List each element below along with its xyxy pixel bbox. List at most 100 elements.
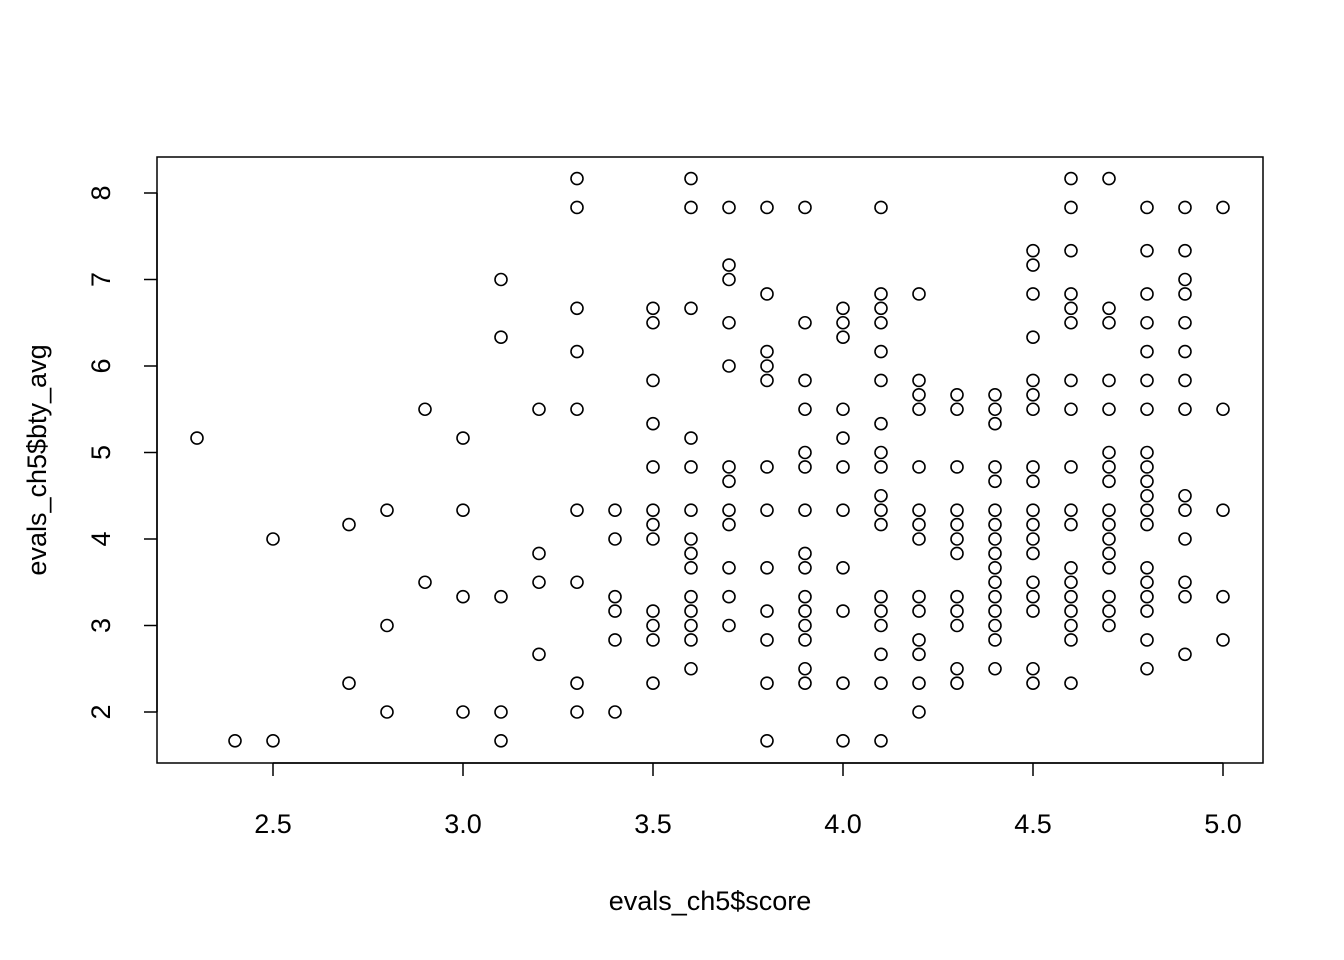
- x-tick-label: 3.5: [634, 809, 672, 839]
- data-point: [646, 416, 660, 431]
- data-point: [912, 287, 926, 301]
- data-point: [1064, 604, 1078, 618]
- data-point: [1026, 575, 1040, 590]
- data-point: [798, 676, 812, 690]
- data-point: [912, 604, 926, 618]
- data-point: [798, 200, 812, 215]
- data-point: [1026, 243, 1040, 258]
- data-point: [874, 734, 888, 748]
- data-point: [722, 315, 736, 330]
- data-point: [1140, 445, 1154, 460]
- data-point: [988, 589, 1002, 604]
- data-point: [988, 503, 1002, 517]
- data-point: [722, 561, 736, 575]
- data-point: [836, 431, 850, 445]
- data-point: [684, 532, 698, 546]
- data-point: [1026, 460, 1040, 474]
- data-points: [190, 171, 1230, 748]
- data-point: [950, 460, 964, 474]
- data-point: [874, 503, 888, 517]
- data-point: [1064, 503, 1078, 517]
- data-point: [608, 604, 622, 618]
- data-point: [912, 388, 926, 402]
- data-point: [684, 604, 698, 618]
- x-tick-label: 3.0: [444, 809, 482, 839]
- data-point: [1064, 589, 1078, 604]
- data-point: [950, 402, 964, 417]
- data-point: [646, 373, 660, 388]
- data-point: [1140, 661, 1154, 676]
- data-point: [1216, 503, 1230, 517]
- data-point: [266, 734, 280, 748]
- data-point: [874, 517, 888, 532]
- data-point: [874, 301, 888, 316]
- data-point: [1026, 604, 1040, 618]
- data-point: [1064, 618, 1078, 633]
- data-point: [836, 676, 850, 690]
- data-point: [1140, 633, 1154, 647]
- data-point: [1026, 589, 1040, 604]
- data-point: [760, 359, 774, 373]
- data-point: [1178, 243, 1192, 258]
- data-point: [988, 517, 1002, 532]
- data-point: [646, 517, 660, 532]
- y-tick-label: 5: [86, 445, 116, 460]
- data-point: [912, 373, 926, 388]
- data-point: [1026, 474, 1040, 489]
- y-tick-label: 2: [86, 704, 116, 719]
- data-point: [874, 373, 888, 388]
- data-point: [798, 589, 812, 604]
- data-point: [988, 575, 1002, 590]
- data-point: [798, 633, 812, 647]
- data-point: [1064, 171, 1078, 186]
- data-point: [1102, 171, 1116, 186]
- data-point: [912, 402, 926, 417]
- data-point: [1216, 589, 1230, 604]
- y-tick-label: 4: [86, 531, 116, 546]
- data-point: [1140, 344, 1154, 359]
- data-point: [380, 503, 394, 517]
- data-point: [608, 589, 622, 604]
- data-point: [1216, 200, 1230, 215]
- data-point: [646, 460, 660, 474]
- data-point: [836, 604, 850, 618]
- data-point: [798, 546, 812, 561]
- data-point: [988, 618, 1002, 633]
- data-point: [836, 402, 850, 417]
- data-point: [798, 445, 812, 460]
- data-point: [1178, 575, 1192, 590]
- data-point: [1064, 402, 1078, 417]
- data-point: [912, 633, 926, 647]
- data-point: [798, 402, 812, 417]
- data-point: [874, 416, 888, 431]
- data-point: [1178, 272, 1192, 287]
- x-tick-label: 5.0: [1204, 809, 1242, 839]
- data-point: [608, 503, 622, 517]
- data-point: [1178, 532, 1192, 546]
- data-point: [874, 287, 888, 301]
- data-point: [988, 546, 1002, 561]
- data-point: [456, 589, 470, 604]
- data-point: [1102, 604, 1116, 618]
- y-tick-label: 3: [86, 618, 116, 633]
- data-point: [798, 661, 812, 676]
- data-point: [1026, 373, 1040, 388]
- y-axis: 2 3 4 5 6 7 8: [86, 185, 158, 720]
- data-point: [684, 460, 698, 474]
- data-point: [684, 618, 698, 633]
- data-point: [494, 330, 508, 344]
- data-point: [722, 503, 736, 517]
- data-point: [1026, 503, 1040, 517]
- data-point: [1102, 474, 1116, 489]
- data-point: [722, 258, 736, 272]
- data-point: [874, 647, 888, 662]
- data-point: [1140, 315, 1154, 330]
- data-point: [1064, 301, 1078, 316]
- data-point: [836, 503, 850, 517]
- data-point: [1026, 676, 1040, 690]
- data-point: [1102, 460, 1116, 474]
- data-point: [190, 431, 204, 445]
- data-point: [1140, 243, 1154, 258]
- data-point: [1102, 503, 1116, 517]
- data-point: [1102, 589, 1116, 604]
